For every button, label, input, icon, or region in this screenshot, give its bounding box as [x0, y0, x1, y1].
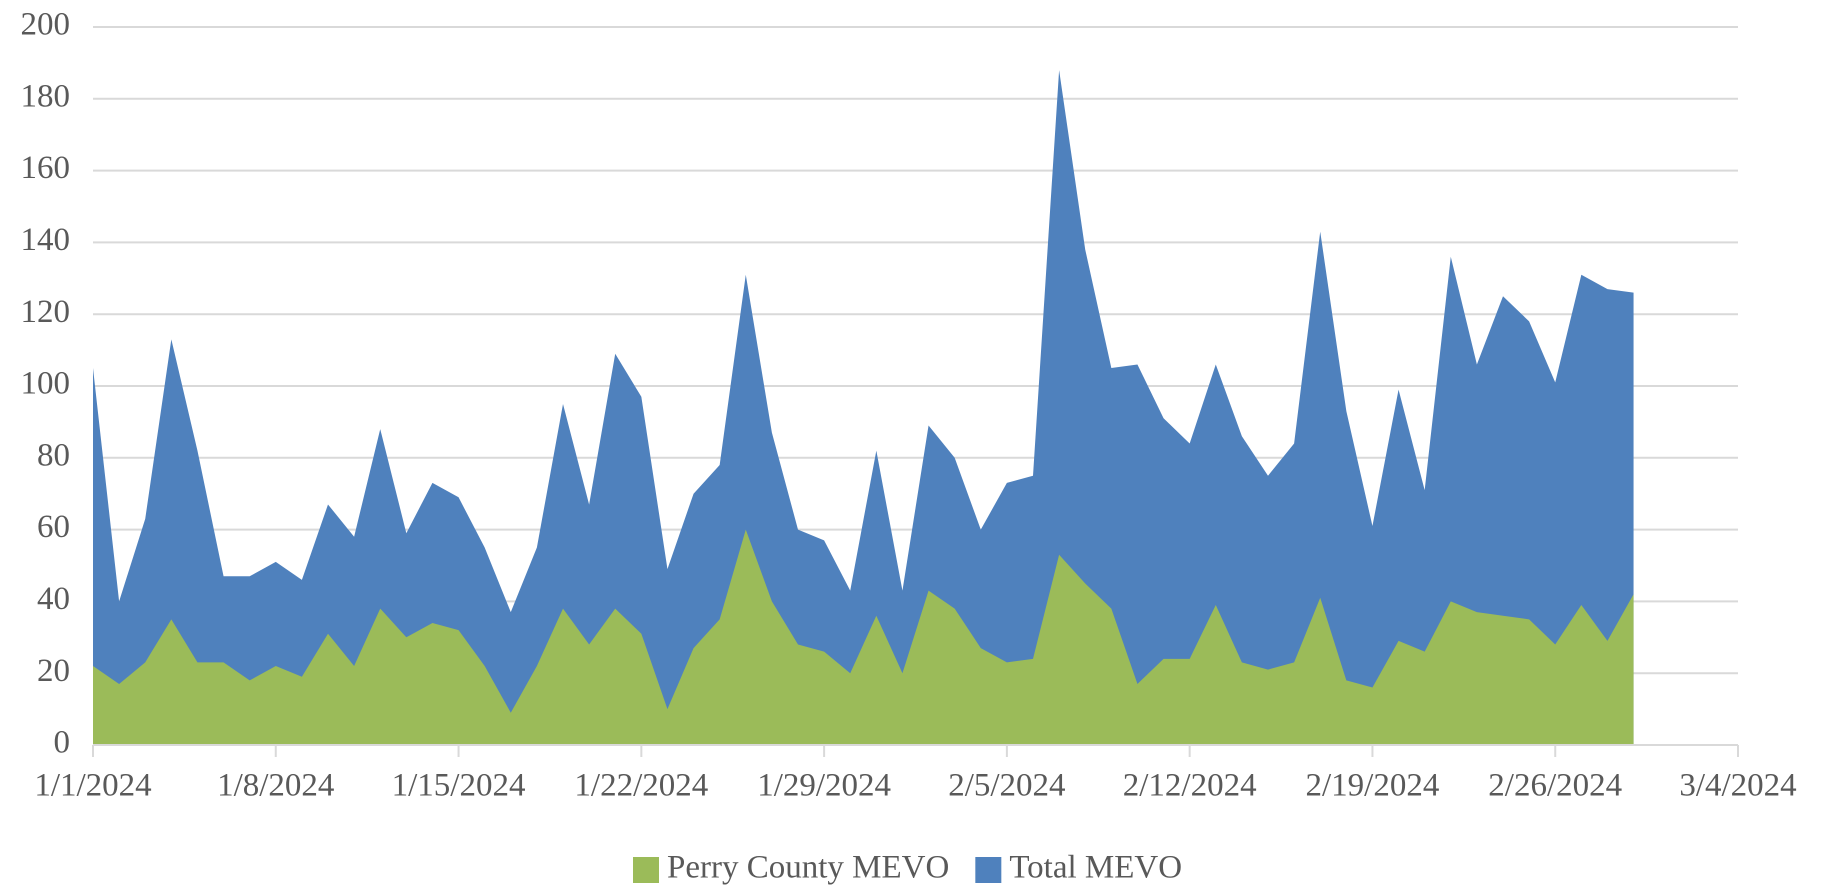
- legend-label: Perry County MEVO: [667, 850, 949, 886]
- y-tick-label: 40: [37, 581, 70, 617]
- y-tick-label: 20: [37, 653, 70, 689]
- x-tick-label: 1/29/2024: [757, 768, 891, 804]
- area: [93, 70, 1634, 745]
- area: [93, 529, 1634, 745]
- x-tick-label: 1/8/2024: [217, 768, 334, 804]
- y-tick-label: 60: [37, 509, 70, 545]
- x-tick-label: 1/15/2024: [392, 768, 526, 804]
- x-tick-label: 2/12/2024: [1123, 768, 1257, 804]
- y-tick-label: 160: [21, 150, 71, 186]
- y-tick-label: 200: [21, 7, 71, 43]
- legend-label: Total MEVO: [1009, 850, 1182, 886]
- x-tick-label: 2/26/2024: [1488, 768, 1622, 804]
- x-tick-label: 3/4/2024: [1679, 768, 1796, 804]
- y-tick-label: 140: [21, 222, 71, 258]
- x-tick-label: 2/19/2024: [1306, 768, 1440, 804]
- y-tick-label: 120: [21, 294, 71, 330]
- y-tick-label: 0: [54, 725, 71, 761]
- y-tick-label: 80: [37, 437, 70, 473]
- y-tick-label: 180: [21, 78, 71, 114]
- legend-swatch: [975, 857, 1002, 883]
- x-tick-label: 2/5/2024: [948, 768, 1065, 804]
- x-tick-label: 1/22/2024: [574, 768, 708, 804]
- y-tick-label: 100: [21, 366, 71, 402]
- x-tick-label: 1/1/2024: [34, 768, 151, 804]
- legend-swatch: [633, 857, 659, 883]
